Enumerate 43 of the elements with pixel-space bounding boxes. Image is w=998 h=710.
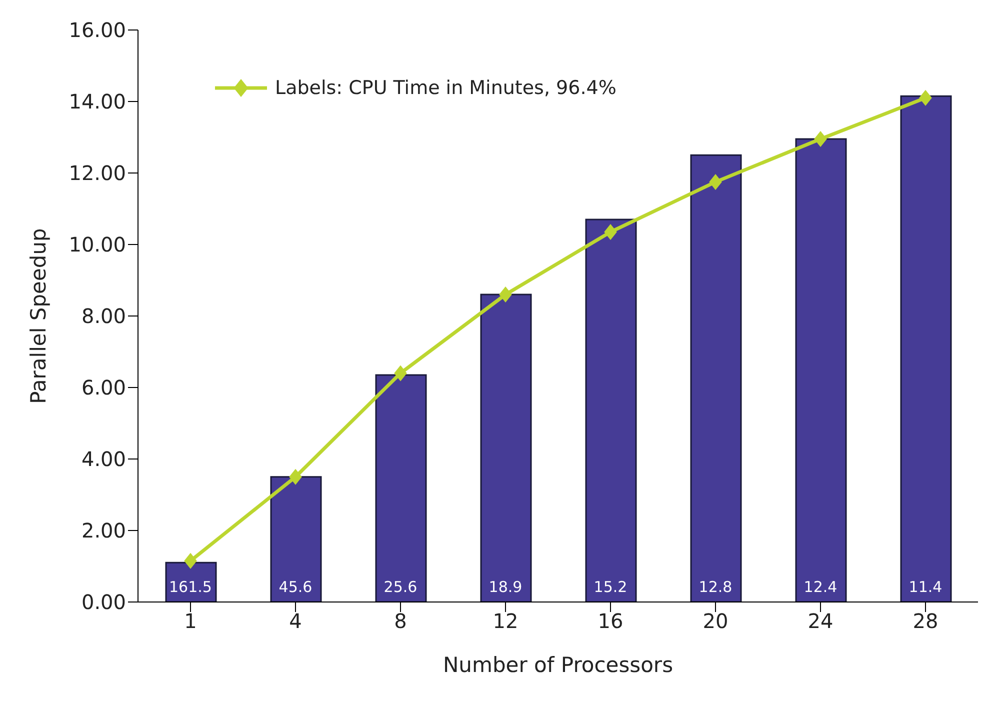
- point: [604, 224, 617, 240]
- point: [499, 286, 512, 303]
- legend-label: Labels: CPU Time in Minutes, 96.4%: [275, 77, 616, 99]
- annotation: 45.6: [278, 578, 312, 596]
- bar: [900, 95, 952, 602]
- y-tick-label: 14.00: [68, 90, 126, 114]
- bar: [270, 476, 322, 602]
- bar: [375, 374, 427, 602]
- x-tick-label: 28: [912, 609, 938, 634]
- point: [394, 365, 407, 382]
- point: [919, 90, 932, 106]
- x-tick-label: 1: [184, 609, 197, 634]
- y-tick-label: 6.00: [81, 376, 126, 400]
- annotation: 161.5: [169, 578, 212, 596]
- x-tick-label: 16: [598, 609, 624, 634]
- x-tick-label: 8: [394, 609, 407, 634]
- y-tick-label: 10.00: [68, 232, 126, 257]
- bar: [480, 294, 532, 602]
- x-tick-label: 20: [702, 609, 728, 634]
- annotation: 12.8: [698, 578, 732, 596]
- y-tick-label: 8.00: [81, 304, 126, 328]
- x-tick-label: 12: [492, 609, 518, 634]
- annotation: 18.9: [488, 578, 522, 596]
- annotation: 25.6: [384, 578, 418, 596]
- y-tick-label: 12.00: [68, 161, 126, 186]
- annotation: 15.2: [594, 578, 628, 596]
- x-axis-title: Number of Processors: [442, 653, 674, 677]
- y-tick-label: 16.00: [68, 18, 126, 42]
- x-tick-label: 4: [289, 609, 302, 634]
- point: [184, 552, 197, 569]
- y-tick-label: 4.00: [81, 447, 126, 472]
- bar: [585, 218, 637, 602]
- bar: [795, 138, 847, 602]
- annotation: 11.4: [908, 578, 942, 596]
- annotation: 12.4: [804, 578, 838, 596]
- bar: [690, 154, 742, 602]
- point: [289, 468, 302, 485]
- x-tick-label: 24: [808, 609, 834, 634]
- y-tick-label: 0.00: [81, 590, 126, 614]
- y-axis-title: Parallel Speedup: [26, 228, 50, 404]
- point: [814, 131, 827, 148]
- point: [709, 174, 722, 190]
- y-tick-label: 2.00: [81, 518, 126, 543]
